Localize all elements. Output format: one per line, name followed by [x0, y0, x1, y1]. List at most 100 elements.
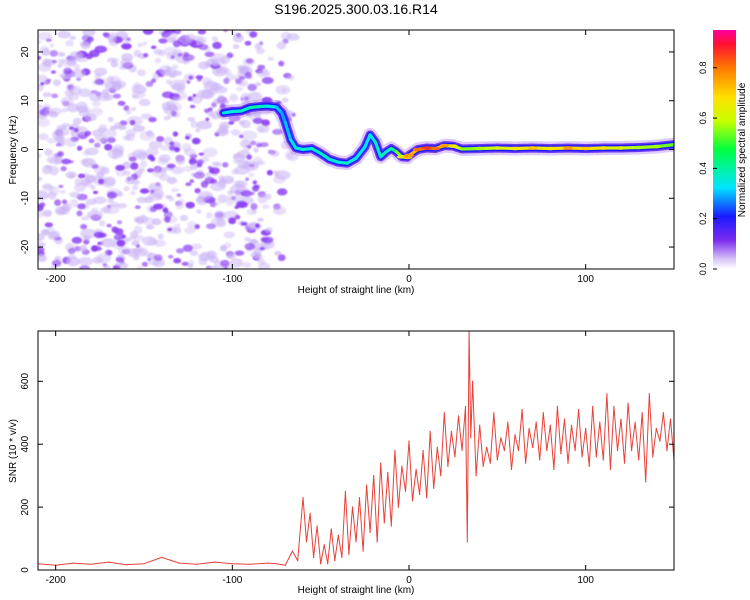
x-tick-label: 0: [406, 575, 412, 586]
noise-scatter: [38, 30, 300, 269]
noise-point: [212, 41, 222, 50]
noise-point: [81, 216, 89, 221]
x-tick-label: 0: [406, 274, 412, 285]
noise-point: [41, 229, 49, 237]
noise-point: [261, 236, 274, 244]
noise-point: [215, 128, 229, 137]
noise-point: [248, 172, 254, 178]
snr-point: [267, 562, 269, 564]
noise-point: [252, 180, 258, 185]
snr-point: [479, 424, 481, 426]
noise-point: [194, 188, 201, 194]
noise-point: [257, 160, 265, 165]
snr-point: [613, 405, 615, 408]
noise-point: [195, 196, 207, 203]
noise-point: [106, 137, 116, 144]
snr-point: [482, 465, 484, 467]
noise-point: [76, 145, 83, 151]
noise-point: [132, 94, 139, 99]
noise-point: [116, 239, 126, 247]
snr-point: [638, 459, 640, 461]
noise-point: [149, 206, 157, 213]
snr-point: [369, 531, 371, 533]
noise-point: [91, 129, 103, 137]
spectrogram-ylabel: Frequency (Hz): [8, 116, 19, 185]
noise-point: [186, 80, 191, 84]
noise-point: [263, 98, 269, 103]
noise-point: [83, 235, 91, 241]
noise-point: [266, 169, 273, 176]
snr-point: [161, 556, 163, 559]
noise-point: [261, 76, 274, 85]
noise-point: [248, 238, 258, 245]
noise-point: [92, 100, 101, 107]
noise-point: [223, 30, 228, 33]
noise-point: [132, 247, 148, 257]
snr-point: [383, 522, 385, 524]
noise-point: [162, 207, 169, 213]
snr-xlabel: Height of straight line (km): [298, 585, 415, 596]
noise-point: [93, 67, 108, 76]
snr-point: [461, 449, 463, 452]
noise-point: [166, 176, 178, 185]
noise-point: [165, 195, 173, 199]
snr-point: [609, 468, 612, 470]
snr-point: [503, 449, 505, 452]
noise-point: [65, 171, 77, 179]
noise-point: [287, 75, 295, 81]
noise-point: [232, 31, 237, 36]
noise-point: [137, 42, 143, 48]
noise-point: [172, 96, 181, 102]
noise-point: [164, 216, 171, 223]
noise-point: [183, 165, 193, 172]
noise-point: [103, 265, 111, 269]
noise-point: [92, 256, 104, 264]
noise-point: [164, 31, 178, 42]
noise-point: [67, 103, 79, 113]
noise-point: [55, 136, 66, 144]
noise-point: [193, 171, 205, 179]
snr-point: [528, 427, 530, 430]
snr-point: [560, 453, 562, 455]
snr-point: [475, 475, 477, 477]
noise-point: [215, 67, 223, 74]
noise-point: [85, 53, 93, 60]
snr-point: [659, 440, 661, 442]
noise-point: [234, 214, 241, 220]
noise-point: [92, 79, 102, 86]
noise-point: [57, 151, 64, 157]
noise-point: [114, 228, 124, 236]
noise-point: [38, 153, 42, 158]
y-tick-label: 20: [20, 46, 31, 58]
snr-point: [366, 484, 368, 486]
noise-point: [41, 48, 51, 57]
noise-point: [225, 251, 234, 259]
noise-point: [228, 217, 237, 225]
noise-point: [219, 103, 226, 109]
noise-point: [281, 97, 289, 103]
noise-point: [240, 93, 251, 101]
snr-point: [214, 561, 216, 563]
noise-point: [132, 82, 142, 89]
snr-point: [645, 481, 647, 483]
noise-point: [173, 30, 182, 35]
snr-point: [588, 465, 590, 467]
noise-point: [176, 193, 182, 197]
noise-point: [131, 185, 139, 191]
noise-point: [261, 119, 270, 127]
snr-point: [567, 462, 569, 464]
snr-point: [655, 427, 657, 430]
noise-point: [100, 238, 117, 248]
ridge-hotspot: [412, 147, 423, 152]
noise-point: [196, 159, 204, 165]
noise-point: [44, 222, 53, 228]
snr-point: [466, 541, 468, 543]
noise-point: [257, 64, 266, 70]
snr-point: [581, 456, 583, 458]
noise-point: [179, 214, 189, 222]
noise-point: [136, 69, 146, 77]
noise-point: [218, 175, 225, 181]
noise-point: [208, 113, 214, 118]
noise-point: [205, 117, 210, 122]
noise-point: [187, 263, 194, 269]
